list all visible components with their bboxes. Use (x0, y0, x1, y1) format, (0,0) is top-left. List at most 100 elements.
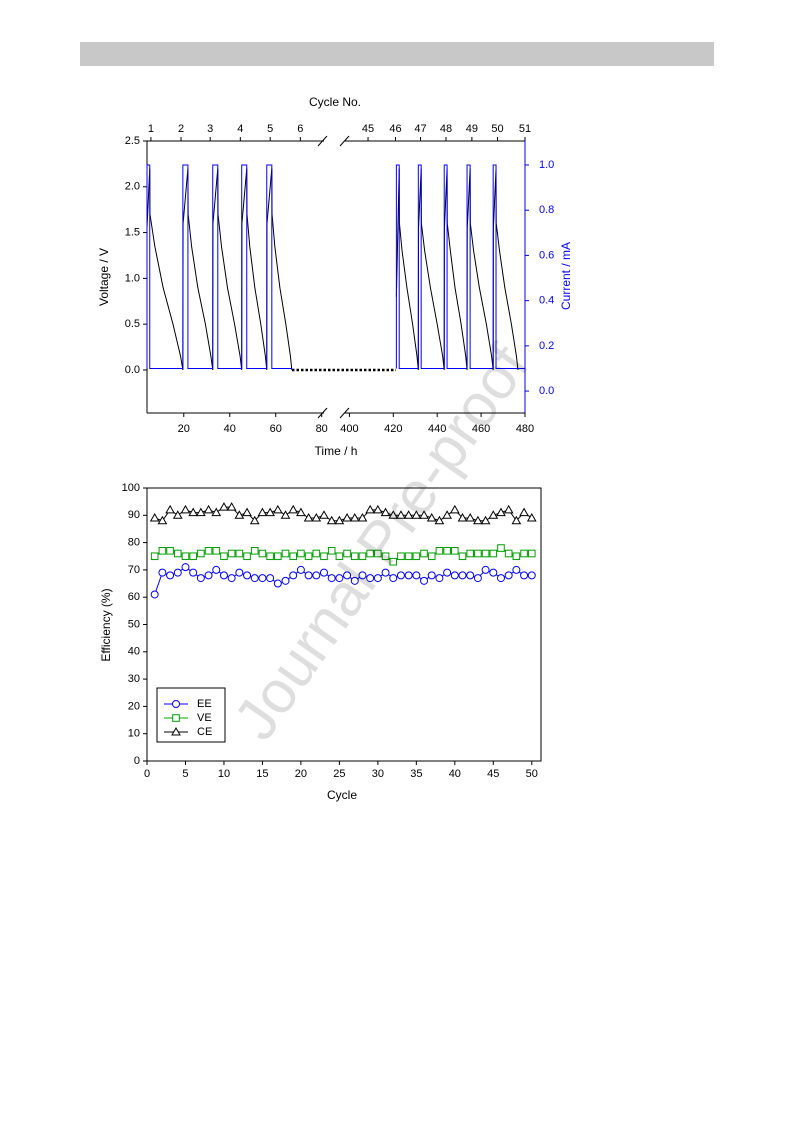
point (157, 515, 168, 525)
y2-tick-label: 0.0 (539, 385, 554, 397)
point (381, 552, 390, 561)
point (288, 504, 299, 514)
x-tick-label: 80 (316, 423, 328, 435)
data-line (146, 168, 519, 371)
point (180, 504, 191, 514)
point (303, 513, 314, 522)
point (342, 513, 352, 522)
point (280, 510, 291, 519)
x2-tick-label: 1 (148, 123, 154, 135)
point (197, 549, 205, 558)
watermark: Journal Pre-proof (221, 333, 542, 751)
x2-tick-label: 6 (297, 123, 303, 135)
point (196, 507, 206, 517)
x-tick-label: 0 (144, 768, 150, 780)
point (466, 571, 475, 580)
point (412, 552, 421, 561)
point (511, 515, 522, 525)
point (319, 568, 328, 577)
point (219, 571, 228, 580)
y-tick-label: 60 (128, 591, 140, 603)
point (272, 504, 283, 514)
point (312, 549, 321, 558)
point (420, 549, 428, 558)
point (527, 549, 536, 558)
point (296, 507, 306, 517)
point (266, 574, 275, 583)
point (172, 510, 183, 519)
data-line (154, 506, 533, 522)
point (327, 546, 336, 555)
point (350, 576, 359, 585)
point (243, 552, 251, 561)
y-tick-label: 1.0 (125, 272, 140, 284)
point (451, 546, 459, 555)
point (357, 513, 368, 522)
x-tick-label: 20 (295, 768, 307, 780)
point (388, 510, 399, 519)
y-axis-title: Voltage / V (97, 248, 111, 306)
point (366, 574, 375, 583)
point (480, 515, 491, 525)
y-tick-label: 0 (134, 755, 140, 767)
point (389, 574, 398, 583)
x-tick-label: 15 (256, 768, 268, 780)
point (397, 552, 405, 561)
point (411, 510, 422, 519)
point (458, 552, 467, 561)
point (204, 571, 213, 580)
x-tick-label: 40 (224, 423, 236, 435)
x2-tick-label: 3 (207, 123, 213, 135)
point (519, 507, 529, 517)
y-tick-label: 1.5 (125, 226, 140, 238)
point (419, 510, 429, 519)
point (374, 549, 382, 558)
y-tick-label: 2.5 (125, 135, 140, 147)
legend-marker (172, 714, 180, 722)
point (504, 549, 513, 558)
point (250, 546, 259, 555)
point (227, 574, 236, 583)
point (304, 571, 313, 580)
point (343, 549, 351, 558)
point (158, 568, 167, 577)
break-marks (317, 135, 350, 419)
point (520, 549, 528, 558)
x-tick-label: 10 (218, 768, 230, 780)
point (449, 504, 460, 514)
point (420, 576, 429, 585)
point (349, 513, 360, 522)
point (158, 546, 167, 555)
y-tick-label: 50 (128, 618, 140, 630)
x-tick-label: 50 (526, 768, 538, 780)
point (235, 549, 244, 558)
y-tick-label: 0.5 (125, 318, 140, 330)
point (426, 513, 437, 522)
legend-marker (171, 726, 181, 736)
point (512, 565, 521, 574)
x2-axis-title: Cycle No. (309, 95, 361, 109)
x-axis-title: Cycle (327, 788, 357, 802)
point (281, 576, 290, 585)
x-tick-label: 20 (178, 423, 190, 435)
legend-label: VE (197, 712, 212, 724)
point (442, 510, 452, 519)
point (496, 507, 506, 517)
point (512, 552, 521, 561)
point (289, 552, 298, 561)
y-tick-label: 0.0 (125, 364, 140, 376)
x-tick-label: 40 (449, 768, 461, 780)
legend-marker (172, 700, 180, 708)
point (527, 571, 536, 580)
point (212, 546, 221, 555)
y-tick-label: 90 (128, 509, 140, 521)
point (358, 552, 367, 561)
point (212, 565, 221, 574)
point (380, 507, 391, 517)
point (249, 515, 260, 525)
point (173, 568, 182, 577)
header-bar (80, 42, 714, 66)
point (326, 515, 337, 525)
